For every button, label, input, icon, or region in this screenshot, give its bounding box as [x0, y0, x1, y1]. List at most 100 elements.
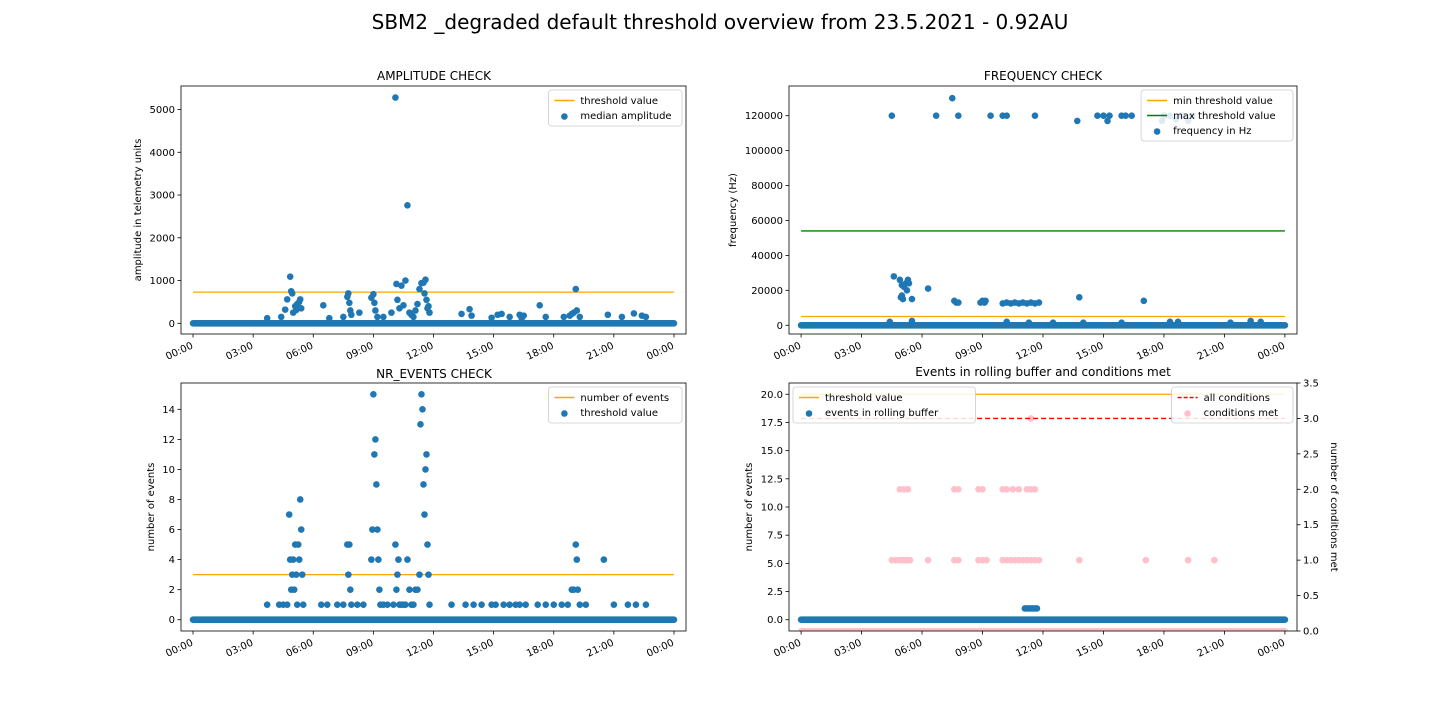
scatter-point	[423, 296, 430, 304]
scatter-point	[1075, 294, 1083, 301]
scatter-point	[348, 311, 355, 319]
scatter-point	[516, 601, 523, 608]
y-tick-label: 80000	[751, 181, 783, 192]
scatter-point	[478, 601, 485, 608]
scatter-point	[426, 601, 433, 608]
y-tick-label: 5000	[150, 105, 175, 116]
legend-label: events in rolling buffer	[825, 408, 939, 419]
scatter-point	[299, 601, 307, 608]
scatter-point	[888, 112, 896, 119]
legend-label: threshold value	[825, 393, 903, 404]
scatter-baseline	[189, 320, 678, 327]
scatter-point	[1128, 112, 1135, 119]
x-tick-label: 15:00	[465, 341, 496, 363]
scatter-point	[955, 299, 962, 306]
conditions-met-point	[1031, 485, 1039, 493]
legend-label: threshold value	[580, 96, 658, 107]
x-tick-label: 09:00	[954, 341, 985, 363]
y-axis-label: amplitude in telemetry units	[133, 139, 144, 282]
scatter-point	[380, 313, 387, 321]
scatter-point	[375, 556, 382, 563]
y-tick-label: 12.5	[761, 474, 783, 485]
x-tick-label: 00:00	[1256, 638, 1287, 660]
scatter-point	[542, 601, 550, 608]
y-axis-label: number of events	[744, 463, 755, 552]
y-tick-label: 10	[162, 465, 175, 476]
x-tick-label: 03:00	[833, 341, 864, 363]
x-tick-label: 06:00	[284, 638, 315, 660]
y-tick-label: 3000	[150, 191, 175, 202]
y-tick-label: 2	[169, 585, 175, 596]
x-tick-label: 15:00	[1075, 341, 1106, 363]
scatter-point	[448, 601, 455, 608]
scatter-point	[393, 586, 400, 593]
conditions-met-point	[1211, 556, 1218, 564]
scatter-point	[558, 601, 566, 608]
scatter-point	[356, 309, 363, 316]
scatter-point	[1227, 319, 1234, 326]
scatter-point	[289, 556, 297, 563]
scatter-point	[393, 280, 400, 288]
plot-area	[797, 94, 1289, 329]
scatter-point	[1094, 112, 1101, 119]
plot-area	[189, 390, 678, 624]
scatter-point	[506, 601, 513, 608]
legend-marker-swatch	[561, 410, 568, 417]
scatter-point	[347, 586, 354, 593]
scatter-point	[421, 511, 428, 518]
y2-tick-label: 2.0	[1303, 485, 1319, 496]
scatter-point	[610, 601, 618, 608]
scatter-point	[323, 601, 331, 608]
scatter-point	[406, 586, 413, 593]
scatter-point	[576, 313, 584, 321]
scatter-point	[325, 314, 333, 322]
scatter-point	[542, 313, 550, 321]
scatter-point	[890, 273, 898, 280]
scatter-point	[624, 601, 632, 608]
scatter-point	[600, 556, 608, 563]
scatter-point	[384, 601, 391, 608]
scatter-point	[422, 276, 429, 283]
legend-marker-swatch	[561, 113, 568, 120]
legend: min threshold value max threshold value fr…	[1140, 89, 1294, 142]
scatter-point	[618, 313, 626, 321]
scatter-point	[899, 295, 907, 303]
scatter-point	[498, 310, 505, 318]
scatter-point	[404, 201, 411, 209]
conditions-met-point	[1009, 485, 1017, 493]
y-tick-label: 20.0	[761, 390, 783, 401]
x-tick-label: 03:00	[833, 638, 864, 660]
scatter-point	[572, 285, 580, 293]
scatter-point	[932, 112, 940, 119]
scatter-point	[948, 94, 956, 102]
y2-tick-label: 0.0	[1303, 627, 1319, 638]
panel-title: NR_EVENTS CHECK	[376, 367, 493, 381]
scatter-point	[488, 314, 495, 322]
panel-title: Events in rolling buffer and conditions …	[915, 365, 1171, 379]
scatter-point	[522, 601, 529, 608]
x-tick-label: 12:00	[1014, 638, 1045, 660]
scatter-point	[955, 112, 962, 119]
scatter-point	[410, 601, 417, 608]
scatter-point	[263, 601, 271, 608]
y2-tick-label: 3.5	[1303, 379, 1319, 390]
scatter-point	[290, 586, 298, 593]
scatter-point	[470, 601, 477, 608]
conditions-met-point	[1035, 556, 1043, 564]
plot-area	[189, 94, 678, 327]
x-tick-label: 00:00	[645, 638, 676, 660]
scatter-point	[277, 313, 285, 321]
scatter-point	[404, 556, 411, 563]
scatter-point	[424, 541, 431, 548]
conditions-met-point	[904, 485, 912, 493]
scatter-point	[550, 601, 558, 608]
y-tick-label: 0	[169, 319, 175, 330]
legend-label: median amplitude	[580, 111, 671, 122]
y-tick-label: 120000	[745, 111, 783, 122]
scatter-point	[420, 481, 427, 488]
scatter-point	[425, 302, 432, 310]
scatter-point	[296, 496, 304, 503]
scatter-point	[416, 285, 423, 293]
scatter-point	[398, 282, 405, 289]
scatter-point	[1257, 318, 1265, 326]
